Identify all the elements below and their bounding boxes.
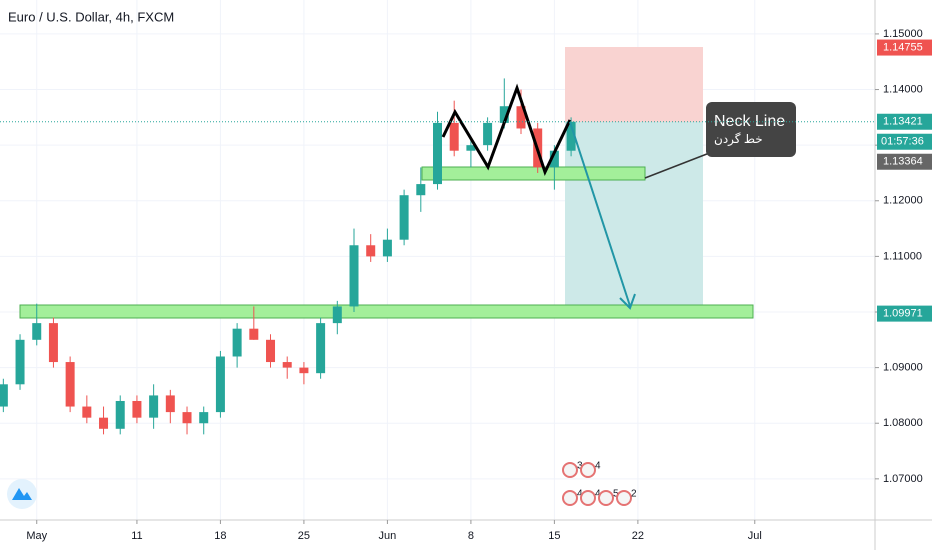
body (349, 245, 359, 307)
body (366, 245, 376, 257)
x-tick-label: 25 (298, 530, 310, 542)
annotation: Neck Line (714, 113, 785, 130)
body (182, 412, 192, 424)
x-tick-label: 22 (632, 530, 644, 542)
body (0, 384, 8, 407)
body (516, 106, 526, 129)
arrow (569, 121, 631, 307)
body (215, 356, 225, 413)
bid-box (877, 153, 932, 170)
annotation: خط گردن (714, 132, 763, 147)
event-count: 4 (577, 489, 583, 500)
x-tick-label: May (26, 530, 47, 542)
body (382, 239, 392, 257)
stop-zone (565, 47, 703, 122)
event-count: 4 (595, 461, 601, 472)
event-icon (580, 490, 596, 506)
event-icon (562, 490, 578, 506)
body (32, 323, 42, 340)
y-tick-label: 1.11000 (883, 250, 922, 262)
event-icon (580, 462, 596, 478)
y-tick-label: 1.09000 (883, 362, 923, 374)
x-tick-label: 8 (468, 530, 474, 542)
body (115, 400, 125, 429)
price-label: 1.13421 (883, 116, 923, 128)
body (48, 323, 58, 363)
callout-pointer (644, 151, 713, 179)
body (65, 362, 75, 407)
event-count: 5 (613, 489, 619, 500)
body (566, 121, 576, 151)
event-count: 4 (595, 489, 601, 500)
event-count: 3 (577, 461, 583, 472)
target-zone (565, 122, 703, 313)
body (15, 339, 25, 385)
body (483, 122, 493, 146)
support-zone (19, 304, 754, 319)
x-tick-label: Jul (748, 530, 762, 542)
x-tick-label: Jun (379, 530, 397, 542)
body (499, 106, 509, 123)
body (132, 400, 142, 418)
x-tick-label: 15 (548, 530, 560, 542)
m-pattern (441, 83, 572, 176)
price-label-box (877, 113, 932, 130)
price-label: 1.14755 (883, 41, 923, 53)
body (416, 184, 426, 196)
y-tick-label: 1.07000 (883, 473, 923, 485)
body (165, 395, 175, 413)
body (249, 328, 259, 340)
y-tick-label: 1.14000 (883, 83, 923, 95)
price-label-box (877, 39, 932, 56)
bid-label: 1.13364 (883, 156, 923, 168)
events: 3 4 4 4 5 2 (562, 461, 637, 506)
body (466, 145, 476, 151)
body (282, 362, 292, 368)
price-label-box (877, 305, 932, 322)
candles (0, 78, 576, 435)
logo-mark (12, 488, 32, 500)
body (232, 328, 242, 357)
body (199, 412, 209, 424)
body (82, 406, 92, 418)
y-tick-label: 1.08000 (883, 417, 923, 429)
body (99, 417, 109, 429)
event-count: 2 (631, 489, 637, 500)
body (316, 323, 326, 374)
body (399, 195, 409, 240)
body (299, 367, 309, 374)
y-tick-label: 1.12000 (883, 195, 923, 207)
arrow-head (619, 293, 636, 310)
event-icon (616, 490, 632, 506)
neck-zone (421, 166, 646, 181)
x-tick-label: 11 (131, 530, 142, 542)
body (549, 150, 559, 168)
body (266, 339, 276, 363)
body (433, 122, 442, 185)
body (332, 306, 342, 324)
countdown: 01:57:36 (881, 136, 924, 148)
body (449, 122, 459, 151)
body (149, 395, 159, 418)
chart-title: Euro / U.S. Dollar, 4h, FXCM (8, 9, 174, 24)
callout (706, 102, 796, 157)
x-tick-label: 18 (214, 530, 226, 542)
y-tick-label: 1.15000 (883, 28, 923, 40)
event-icon (562, 462, 578, 478)
countdown-box (877, 133, 932, 150)
price-label: 1.09971 (883, 308, 923, 320)
event-icon (598, 490, 614, 506)
